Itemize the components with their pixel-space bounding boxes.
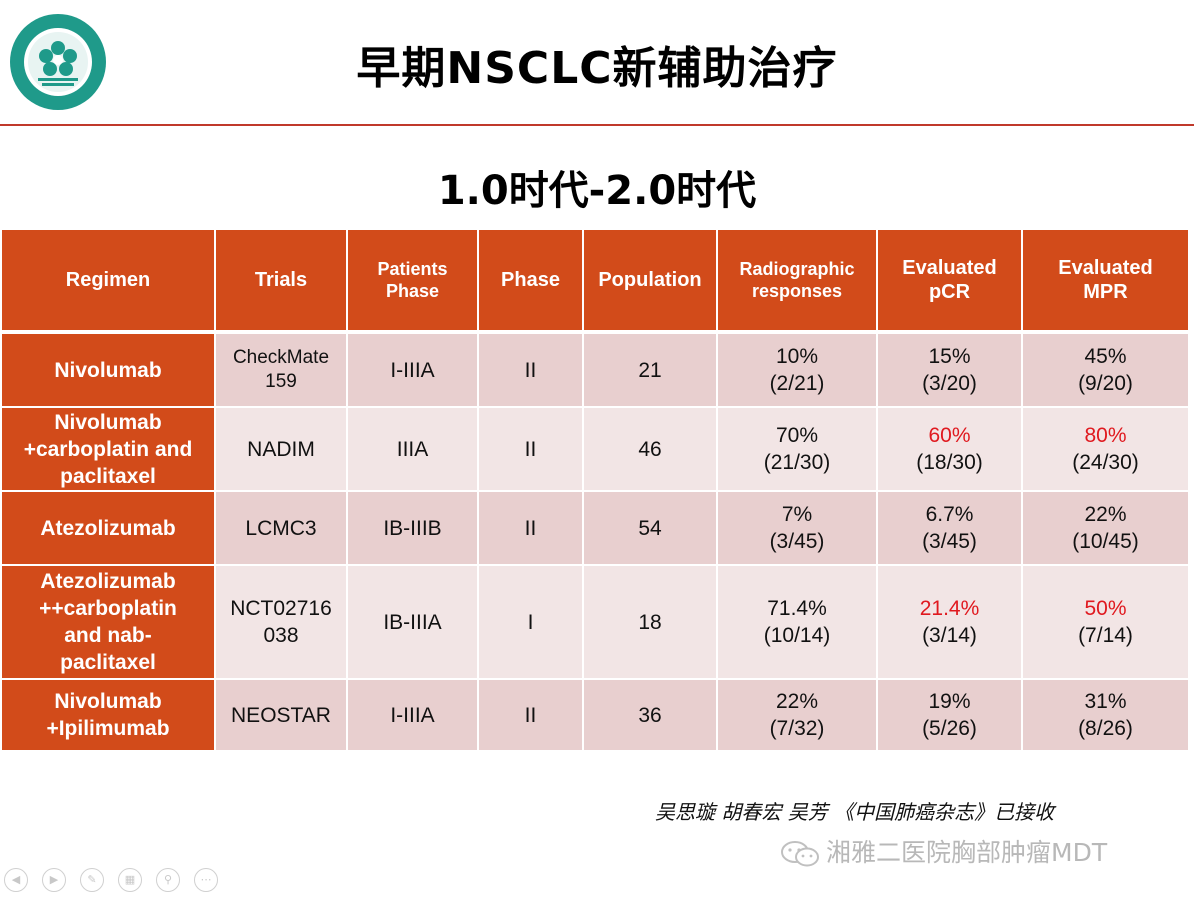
patients-phase-cell: IB-IIIB [346,490,479,566]
regimen-cell: Nivolumab +Ipilimumab [0,678,216,752]
pcr-cell: 60% (18/30) [876,406,1023,492]
pcr-cell: 19% (5/26) [876,678,1023,752]
header-mpr: Evaluated MPR [1021,228,1190,334]
table-header-row: Regimen Trials Patients Phase Phase Popul… [0,228,1190,334]
table-row: Nivolumab CheckMate 159 I-IIIA II 21 10%(… [0,331,1190,408]
regimen-cell: Nivolumab [0,331,216,408]
patients-phase-cell: IB-IIIA [346,564,479,680]
slideshow-controls: ◀ ▶ ✎ ▦ ⚲ ⋯ [4,868,232,894]
phase-cell: II [477,331,584,408]
phase-cell: II [477,406,584,492]
watermark: 湘雅二医院胸部肿瘤MDT [780,833,1107,869]
mpr-cell: 50% (7/14) [1021,564,1190,680]
header-patients-phase: Patients Phase [346,228,479,334]
wechat-icon [780,840,820,868]
table-row: Nivolumab +carboplatin and paclitaxel NADI… [0,406,1190,492]
citation: 吴思璇 胡春宏 吴芳 《中国肺癌杂志》已接收 [655,800,1055,824]
slide-title: 早期NSCLC新辅助治疗 [356,43,838,94]
zoom-icon[interactable]: ⚲ [156,868,180,892]
next-icon[interactable]: ▶ [42,868,66,892]
trial-cell: NCT02716 038 [214,564,348,680]
pcr-cell: 6.7% (3/45) [876,490,1023,566]
header-regimen: Regimen [0,228,216,334]
regimen-cell: Atezolizumab ++carboplatin and nab-paclita… [0,564,216,680]
population-cell: 18 [582,564,718,680]
table-row: Atezolizumab LCMC3 IB-IIIB II 54 7% (3/45… [0,490,1190,566]
radiographic-cell: 71.4% (10/14) [716,564,878,680]
mpr-cell: 22% (10/45) [1021,490,1190,566]
population-cell: 21 [582,331,718,408]
header-phase: Phase [477,228,584,334]
watermark-text: 湘雅二医院胸部肿瘤MDT [826,838,1108,867]
hospital-logo [8,12,108,112]
more-icon[interactable]: ⋯ [194,868,218,892]
trial-cell: NADIM [214,406,348,492]
pcr-cell: 15% (3/20) [876,331,1023,408]
regimen-cell: Nivolumab +carboplatin and paclitaxel [0,406,216,492]
trials-table: Regimen Trials Patients Phase Phase Popul… [0,228,1190,752]
previous-icon[interactable]: ◀ [4,868,28,892]
radiographic-cell: 70% (21/30) [716,406,878,492]
phase-cell: I [477,564,584,680]
slide-subtitle: 1.0时代-2.0时代 [437,168,757,214]
pen-icon[interactable]: ✎ [80,868,104,892]
population-cell: 36 [582,678,718,752]
patients-phase-cell: IIIA [346,406,479,492]
slides-icon[interactable]: ▦ [118,868,142,892]
header-trials: Trials [214,228,348,334]
table-row: Nivolumab +Ipilimumab NEOSTAR I-IIIA II 3… [0,678,1190,752]
radiographic-cell: 7% (3/45) [716,490,878,566]
phase-cell: II [477,490,584,566]
mpr-cell: 31% (8/26) [1021,678,1190,752]
pcr-cell: 21.4% (3/14) [876,564,1023,680]
header-population: Population [582,228,718,334]
population-cell: 54 [582,490,718,566]
radiographic-cell: 10% (2/21) [716,331,878,408]
trial-cell: NEOSTAR [214,678,348,752]
patients-phase-cell: I-IIIA [346,331,479,408]
header-radiographic: Radiographic responses [716,228,878,334]
hospital-seal-icon [10,14,106,110]
title-divider [0,124,1194,126]
mpr-cell: 80% (24/30) [1021,406,1190,492]
phase-cell: II [477,678,584,752]
header-pcr: Evaluated pCR [876,228,1023,334]
trial-cell: CheckMate 159 [214,331,348,408]
mpr-cell: 45% (9/20) [1021,331,1190,408]
patients-phase-cell: I-IIIA [346,678,479,752]
population-cell: 46 [582,406,718,492]
trial-cell: LCMC3 [214,490,348,566]
radiographic-cell: 22% (7/32) [716,678,878,752]
table-row: Atezolizumab ++carboplatin and nab-paclita… [0,564,1190,680]
regimen-cell: Atezolizumab [0,490,216,566]
